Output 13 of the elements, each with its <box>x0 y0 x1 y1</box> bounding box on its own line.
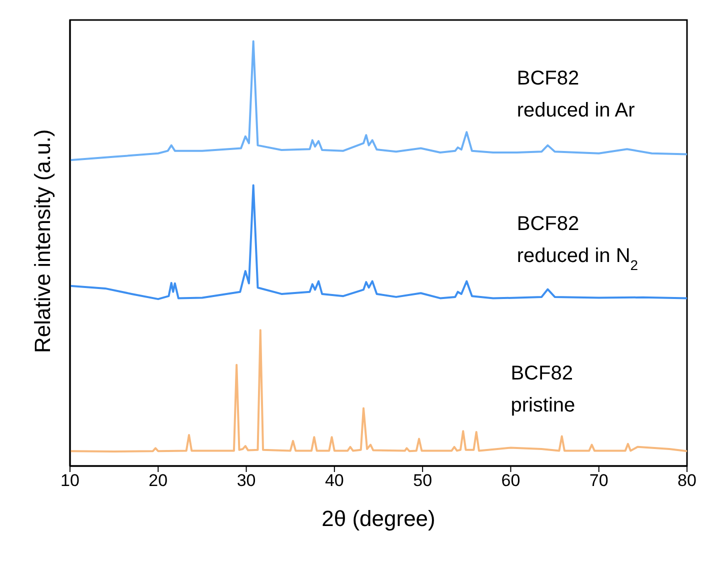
x-tick-label: 20 <box>148 471 168 490</box>
series-label: BCF82 reduced in N$_{2}$ <box>516 212 638 273</box>
x-tick-label: 50 <box>413 471 432 490</box>
x-tick-label: 40 <box>324 471 344 490</box>
y-axis-title: Relative intensity (a.u.) <box>30 129 55 353</box>
x-tick-label: 70 <box>589 471 608 490</box>
x-tick-label: 30 <box>236 471 256 490</box>
series-label: BCF82 pristine <box>510 362 576 417</box>
x-tick-label: 10 <box>60 471 80 490</box>
x-tick-label: 60 <box>501 471 520 490</box>
x-axis-title: 2θ (degree) <box>322 506 436 531</box>
x-tick-label: 80 <box>678 471 696 490</box>
series-label: BCF82 reduced in Ar <box>516 68 636 122</box>
